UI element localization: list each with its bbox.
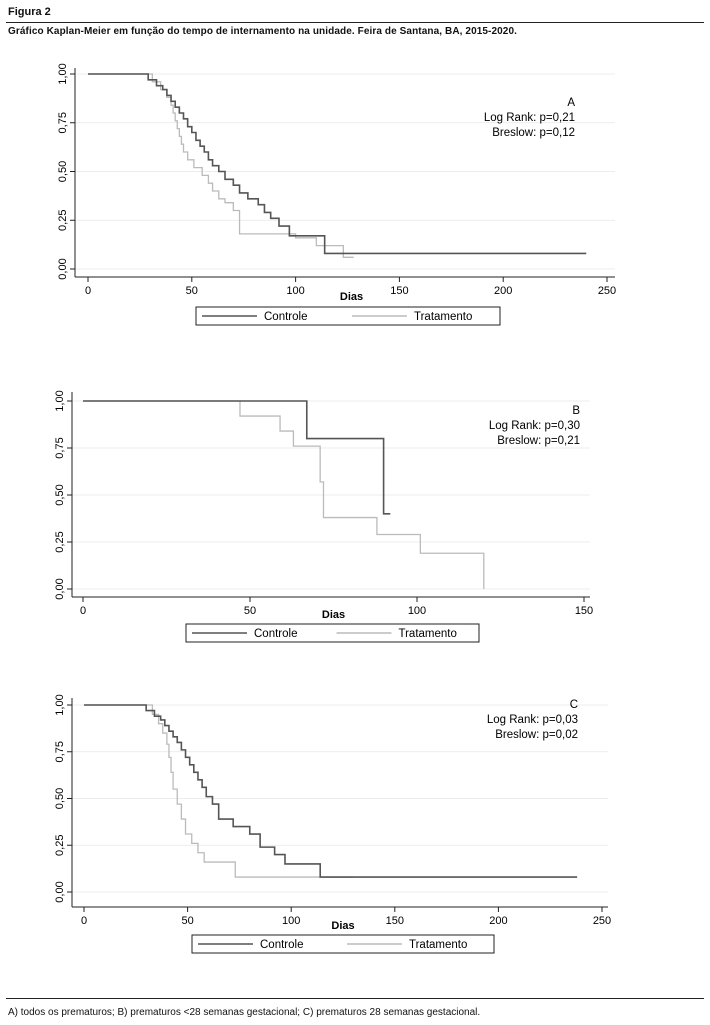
y-tick-label: 0,00 bbox=[54, 881, 66, 902]
x-tick-label: 50 bbox=[186, 285, 198, 297]
legend-box bbox=[191, 934, 495, 954]
y-tick-label: 0,50 bbox=[54, 788, 66, 809]
legend-box bbox=[195, 306, 501, 326]
y-tick-label: 0,75 bbox=[54, 741, 66, 762]
series-line-tratamento bbox=[88, 73, 354, 258]
y-tick-label: 0,00 bbox=[57, 258, 69, 279]
y-tick-label: 1,00 bbox=[54, 694, 66, 715]
x-tick-label: 0 bbox=[81, 915, 87, 927]
series-line-controle bbox=[88, 73, 587, 255]
x-axis-title: Dias bbox=[340, 291, 363, 303]
legend-label-tratamento: Tratamento bbox=[409, 939, 467, 951]
series-line-tratamento bbox=[84, 704, 354, 878]
x-tick-label: 150 bbox=[390, 285, 408, 297]
y-tick-label: 0,25 bbox=[57, 210, 69, 231]
x-tick-label: 200 bbox=[489, 915, 507, 927]
test-annotation: Breslow: p=0,02 bbox=[495, 729, 578, 741]
panel-letter: C bbox=[570, 699, 578, 711]
y-tick-label: 0,50 bbox=[54, 484, 66, 505]
x-tick-label: 250 bbox=[598, 285, 616, 297]
x-tick-label: 100 bbox=[286, 285, 304, 297]
x-tick-label: 150 bbox=[386, 915, 404, 927]
test-annotation: Log Rank: p=0,21 bbox=[484, 112, 575, 124]
y-tick-label: 0,25 bbox=[54, 531, 66, 552]
x-tick-label: 250 bbox=[593, 915, 611, 927]
y-tick-label: 0,25 bbox=[54, 835, 66, 856]
panel-letter: A bbox=[567, 97, 575, 109]
series-line-tratamento bbox=[83, 400, 485, 589]
panel-b: 0,00 0,25 0,50 0,75 1,00 0 50 100 150 Dias B Log Ra… bbox=[54, 390, 593, 643]
test-annotation: Log Rank: p=0,30 bbox=[489, 420, 580, 432]
x-tick-label: 50 bbox=[244, 605, 256, 617]
figure-label: Figura 2 bbox=[8, 6, 51, 18]
y-tick-label: 1,00 bbox=[54, 390, 66, 411]
x-tick-label: 150 bbox=[575, 605, 593, 617]
panel-letter: B bbox=[572, 405, 580, 417]
legend-label-controle: Controle bbox=[260, 939, 303, 951]
x-tick-label: 50 bbox=[181, 915, 193, 927]
legend-label-controle: Controle bbox=[254, 628, 297, 640]
legend-label-controle: Controle bbox=[264, 311, 307, 323]
y-tick-label: 0,50 bbox=[57, 161, 69, 182]
bottom-rule bbox=[6, 998, 704, 999]
test-annotation: Breslow: p=0,12 bbox=[492, 127, 575, 139]
figure-caption: Gráfico Kaplan-Meier em função do tempo … bbox=[8, 26, 518, 37]
y-tick-label: 0,00 bbox=[54, 578, 66, 599]
x-axis-title: Dias bbox=[331, 920, 354, 932]
x-axis-title: Dias bbox=[322, 609, 345, 621]
x-tick-label: 200 bbox=[494, 285, 512, 297]
y-tick-label: 0,75 bbox=[54, 437, 66, 458]
legend-label-tratamento: Tratamento bbox=[399, 628, 457, 640]
test-annotation: Log Rank: p=0,03 bbox=[487, 714, 578, 726]
test-annotation: Breslow: p=0,21 bbox=[497, 435, 580, 447]
panel-a: 0,00 0,25 0,50 0,75 1,00 0 50 100 150 200 250 Dias A… bbox=[57, 63, 616, 326]
legend-label-tratamento: Tratamento bbox=[414, 311, 472, 323]
top-rule bbox=[6, 22, 704, 23]
x-tick-label: 0 bbox=[85, 285, 91, 297]
y-tick-label: 1,00 bbox=[57, 63, 69, 84]
x-tick-label: 100 bbox=[282, 915, 300, 927]
series-line-controle bbox=[83, 400, 391, 515]
y-tick-label: 0,75 bbox=[57, 112, 69, 133]
x-tick-label: 0 bbox=[80, 605, 86, 617]
x-tick-label: 100 bbox=[408, 605, 426, 617]
figure-footnote: A) todos os prematuros; B) prematuros <2… bbox=[8, 1007, 481, 1018]
panel-c: 0,00 0,25 0,50 0,75 1,00 0 50 100 150 200 250 Dias C… bbox=[54, 694, 611, 954]
series-line-controle bbox=[84, 704, 578, 878]
legend-box bbox=[185, 623, 480, 643]
